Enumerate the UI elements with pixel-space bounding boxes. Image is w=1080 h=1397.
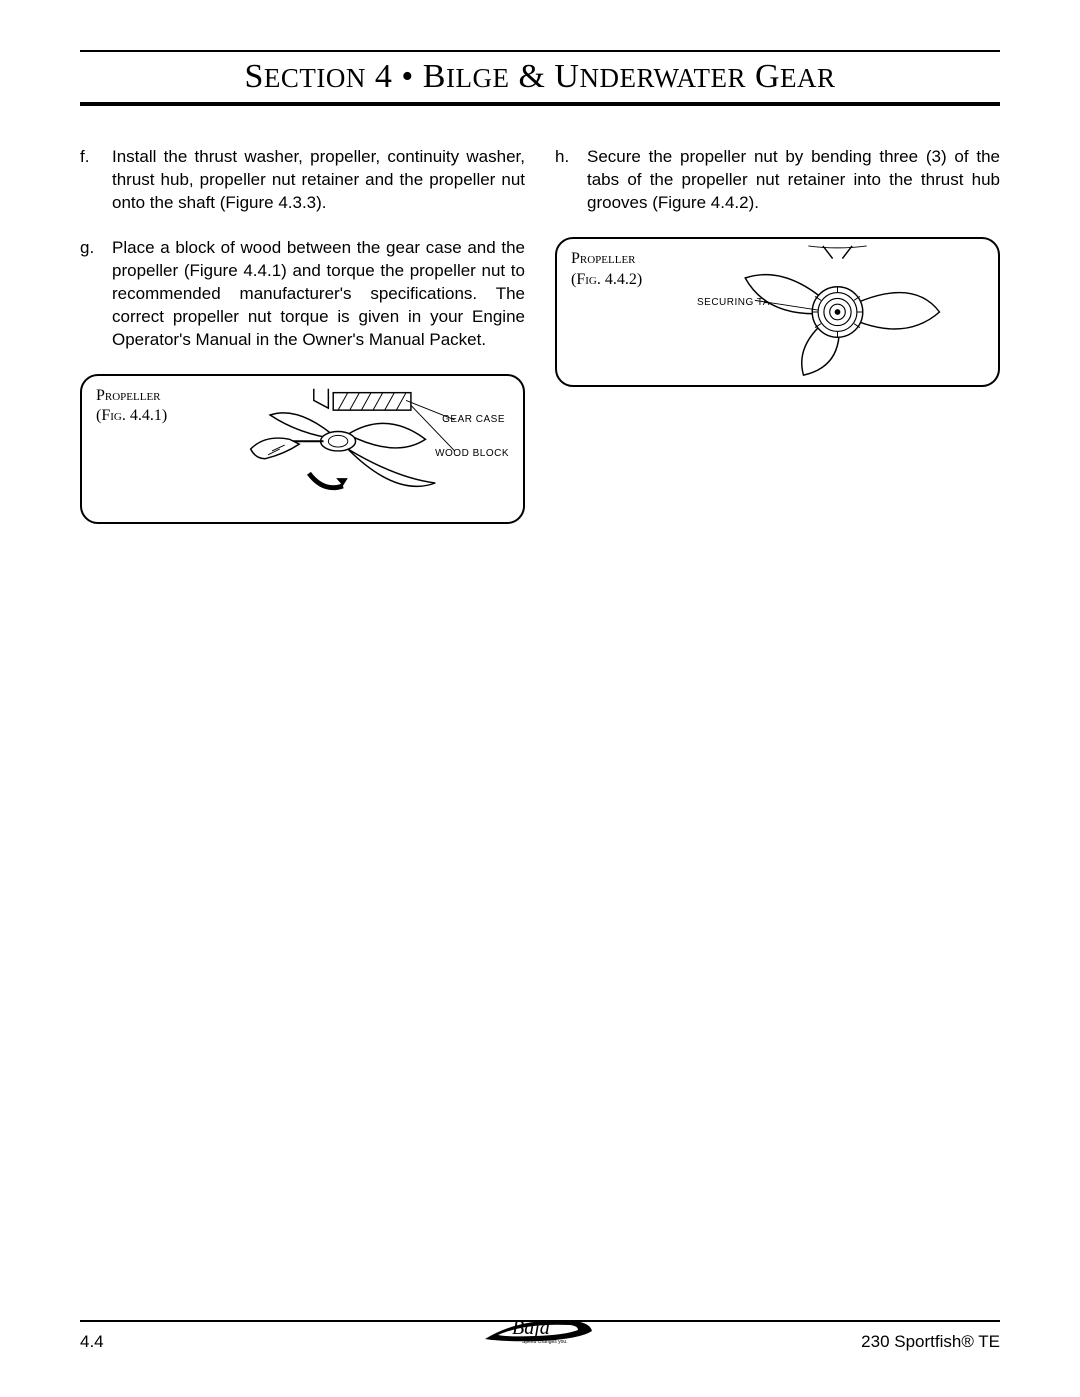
propeller-torque-illustration xyxy=(202,381,513,517)
propeller-secure-illustration xyxy=(687,244,988,380)
header-rule-top xyxy=(80,50,1000,52)
footer-doc-title: 230 Sportfish® TE xyxy=(861,1332,1000,1352)
figure-caption-name: Propeller xyxy=(96,386,167,407)
figure-caption-name: Propeller xyxy=(571,249,642,270)
item-text: Install the thrust washer, propeller, co… xyxy=(112,146,525,215)
figure-caption: Propeller (Fig. 4.4.1) xyxy=(96,386,167,428)
left-column: f. Install the thrust washer, propeller,… xyxy=(80,146,525,524)
figure-caption-number: (Fig. 4.4.2) xyxy=(571,271,642,288)
item-text: Place a block of wood between the gear c… xyxy=(112,237,525,352)
page: SECTION 4 • BILGE & UNDERWATER GEAR f. I… xyxy=(0,0,1080,524)
figure-caption-number: (Fig. 4.4.1) xyxy=(96,407,167,424)
instruction-item: h. Secure the propeller nut by bending t… xyxy=(555,146,1000,215)
page-footer: 4.4 Baja Speed changes you. 230 Sportfis… xyxy=(80,1320,1000,1352)
item-letter: g. xyxy=(80,237,98,352)
figure-caption: Propeller (Fig. 4.4.2) xyxy=(571,249,642,291)
svg-text:Baja: Baja xyxy=(512,1317,550,1339)
figure-4-4-2: Propeller (Fig. 4.4.2) SECURING TABS xyxy=(555,237,1000,387)
right-column: h. Secure the propeller nut by bending t… xyxy=(555,146,1000,524)
figure-4-4-1: Propeller (Fig. 4.4.1) GEAR CASE WOOD BL… xyxy=(80,374,525,524)
content-columns: f. Install the thrust washer, propeller,… xyxy=(80,146,1000,524)
header-rule-bottom xyxy=(80,102,1000,106)
instruction-item: g. Place a block of wood between the gea… xyxy=(80,237,525,352)
item-letter: h. xyxy=(555,146,573,215)
item-text: Secure the propeller nut by bending thre… xyxy=(587,146,1000,215)
item-letter: f. xyxy=(80,146,98,215)
footer-page-number: 4.4 xyxy=(80,1332,104,1352)
instruction-item: f. Install the thrust washer, propeller,… xyxy=(80,146,525,215)
footer-logo: Baja Speed changes you. xyxy=(480,1309,600,1354)
section-heading: SECTION 4 • BILGE & UNDERWATER GEAR xyxy=(80,56,1000,102)
logo-tagline: Speed changes you. xyxy=(522,1339,568,1345)
